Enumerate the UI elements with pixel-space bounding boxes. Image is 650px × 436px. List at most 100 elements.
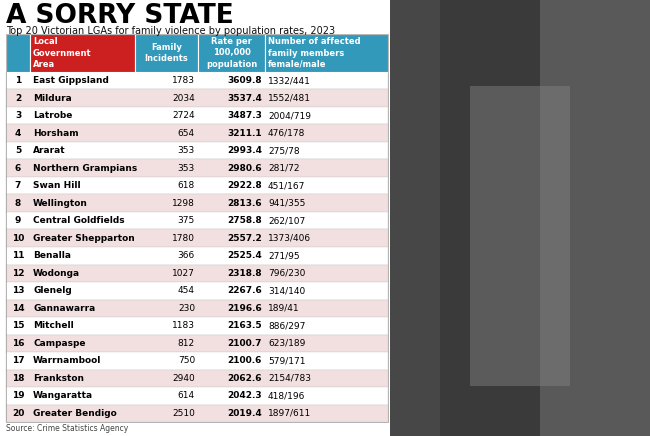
Text: 8: 8 xyxy=(15,199,21,208)
Bar xyxy=(6,317,388,334)
Text: 15: 15 xyxy=(12,321,24,330)
Bar xyxy=(6,125,388,142)
Text: Horsham: Horsham xyxy=(33,129,79,138)
Text: 189/41: 189/41 xyxy=(268,304,300,313)
Bar xyxy=(470,86,570,386)
Text: 2267.6: 2267.6 xyxy=(227,286,262,295)
Text: 2724: 2724 xyxy=(172,111,195,120)
Text: Warrnambool: Warrnambool xyxy=(33,356,101,365)
Text: 812: 812 xyxy=(178,339,195,348)
Bar xyxy=(6,369,388,387)
Text: 796/230: 796/230 xyxy=(268,269,306,278)
Text: East Gippsland: East Gippsland xyxy=(33,76,109,85)
Text: 886/297: 886/297 xyxy=(268,321,306,330)
Bar xyxy=(390,0,650,436)
Bar xyxy=(540,0,650,436)
Text: 14: 14 xyxy=(12,304,24,313)
Text: 1183: 1183 xyxy=(172,321,195,330)
Text: 375: 375 xyxy=(177,216,195,225)
Text: 941/355: 941/355 xyxy=(268,199,306,208)
Text: Greater Bendigo: Greater Bendigo xyxy=(33,409,117,418)
Text: 20: 20 xyxy=(12,409,24,418)
Text: 618: 618 xyxy=(177,181,195,190)
Text: 623/189: 623/189 xyxy=(268,339,306,348)
Text: 10: 10 xyxy=(12,234,24,243)
Bar xyxy=(0,0,390,436)
Text: 17: 17 xyxy=(12,356,24,365)
Text: 7: 7 xyxy=(15,181,21,190)
Text: Campaspe: Campaspe xyxy=(33,339,86,348)
Text: 654: 654 xyxy=(178,129,195,138)
Text: Ararat: Ararat xyxy=(33,146,66,155)
Text: 9: 9 xyxy=(15,216,21,225)
Text: Frankston: Frankston xyxy=(33,374,84,383)
Text: Family
Incidents: Family Incidents xyxy=(144,43,188,63)
Text: 6: 6 xyxy=(15,164,21,173)
Text: 2062.6: 2062.6 xyxy=(227,374,262,383)
Text: 2034: 2034 xyxy=(172,94,195,103)
Text: 476/178: 476/178 xyxy=(268,129,306,138)
Text: Source: Crime Statistics Agency: Source: Crime Statistics Agency xyxy=(6,424,128,433)
Text: 2758.8: 2758.8 xyxy=(227,216,262,225)
Text: 2019.4: 2019.4 xyxy=(227,409,262,418)
Text: 614: 614 xyxy=(178,391,195,400)
Bar xyxy=(6,405,388,422)
Text: Wangaratta: Wangaratta xyxy=(33,391,93,400)
Text: Glenelg: Glenelg xyxy=(33,286,72,295)
Text: 2980.6: 2980.6 xyxy=(227,164,262,173)
Bar xyxy=(6,352,388,369)
Text: 11: 11 xyxy=(12,251,24,260)
Text: Latrobe: Latrobe xyxy=(33,111,72,120)
Text: 1783: 1783 xyxy=(172,76,195,85)
Text: 2993.4: 2993.4 xyxy=(227,146,262,155)
Text: Benalla: Benalla xyxy=(33,251,71,260)
Text: Local
Government
Area: Local Government Area xyxy=(33,37,92,68)
Bar xyxy=(6,247,388,265)
Text: 2525.4: 2525.4 xyxy=(227,251,262,260)
Text: 2100.6: 2100.6 xyxy=(227,356,262,365)
Text: 5: 5 xyxy=(15,146,21,155)
Text: 16: 16 xyxy=(12,339,24,348)
Text: 1897/611: 1897/611 xyxy=(268,409,311,418)
Text: 750: 750 xyxy=(177,356,195,365)
Bar xyxy=(6,334,388,352)
Text: 18: 18 xyxy=(12,374,24,383)
Bar xyxy=(198,34,265,72)
Text: 1298: 1298 xyxy=(172,199,195,208)
Text: 4: 4 xyxy=(15,129,21,138)
Text: Top 20 Victorian LGAs for family violence by population rates, 2023: Top 20 Victorian LGAs for family violenc… xyxy=(6,26,335,36)
Text: 353: 353 xyxy=(177,164,195,173)
Text: Swan Hill: Swan Hill xyxy=(33,181,81,190)
Bar xyxy=(6,229,388,247)
Text: 2196.6: 2196.6 xyxy=(227,304,262,313)
Bar xyxy=(6,265,388,282)
Bar xyxy=(6,194,388,212)
Text: 281/72: 281/72 xyxy=(268,164,300,173)
Text: 2100.7: 2100.7 xyxy=(227,339,262,348)
Bar xyxy=(6,387,388,405)
Text: 2154/783: 2154/783 xyxy=(268,374,311,383)
Text: Central Goldfields: Central Goldfields xyxy=(33,216,125,225)
Text: 2940: 2940 xyxy=(172,374,195,383)
Bar xyxy=(6,212,388,229)
Text: 2557.2: 2557.2 xyxy=(227,234,262,243)
Text: 1780: 1780 xyxy=(172,234,195,243)
Text: 366: 366 xyxy=(177,251,195,260)
Text: Wodonga: Wodonga xyxy=(33,269,80,278)
Bar xyxy=(6,160,388,177)
Text: 3: 3 xyxy=(15,111,21,120)
Text: 13: 13 xyxy=(12,286,24,295)
Text: 1552/481: 1552/481 xyxy=(268,94,311,103)
Text: 2042.3: 2042.3 xyxy=(227,391,262,400)
Text: Greater Shepparton: Greater Shepparton xyxy=(33,234,135,243)
Bar xyxy=(6,72,388,89)
Bar xyxy=(6,89,388,107)
Text: 3537.4: 3537.4 xyxy=(227,94,262,103)
Text: 451/167: 451/167 xyxy=(268,181,306,190)
Text: 2: 2 xyxy=(15,94,21,103)
Bar xyxy=(6,142,388,160)
Text: Mitchell: Mitchell xyxy=(33,321,73,330)
Text: Mildura: Mildura xyxy=(33,94,72,103)
Bar xyxy=(6,107,388,125)
Text: 3211.1: 3211.1 xyxy=(227,129,262,138)
